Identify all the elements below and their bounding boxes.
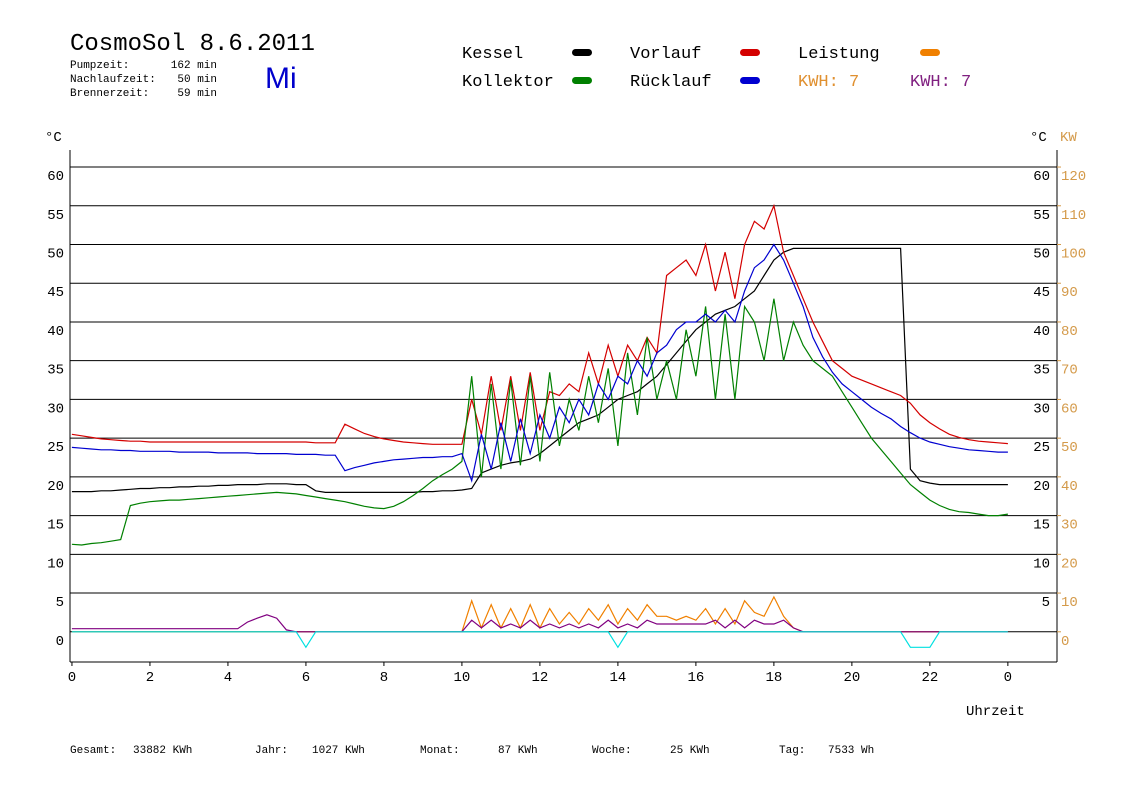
chart-title: CosmoSol 8.6.2011 [70,31,315,58]
y-right-tick-label: 50 [1033,246,1050,262]
y-right-tick-label: 5 [1042,595,1050,611]
y-tick-label: 20 [47,479,64,495]
y-tick-label: 55 [47,208,64,224]
series-line [71,298,1008,546]
stat-value: 162 min [171,60,217,72]
total-value: 7533 Wh [828,745,874,757]
x-tick-label: 6 [302,670,310,686]
x-tick-label: 2 [146,670,154,686]
legend-swatch [740,49,760,56]
y2-tick-label: 60 [1061,401,1078,417]
y2-tick-label: 90 [1061,285,1078,301]
weekday: Mi [265,62,297,95]
x-tick-label: 22 [921,670,938,686]
legend-label: Kessel [462,45,523,64]
stat-value: 50 min [177,74,217,86]
y-right-tick-label: 20 [1033,479,1050,495]
x-tick-label: 0 [68,670,76,686]
total-label: Tag: [779,745,805,757]
legend-swatch [740,77,760,84]
total-label: Monat: [420,745,460,757]
y-tick-label: 0 [56,634,64,650]
stat-value: 59 min [177,88,217,100]
y2-tick-label: 40 [1061,479,1078,495]
y-right-tick-label: 45 [1033,285,1050,301]
kwh-label: KWH: 7 [910,73,971,92]
total-value: 33882 KWh [133,745,192,757]
y2-axis-label: KW [1060,130,1077,146]
stat-label: Brennerzeit: [70,88,149,100]
total-value: 25 KWh [670,745,710,757]
y2-tick-label: 10 [1061,595,1078,611]
y-right-tick-label: 30 [1033,401,1050,417]
x-tick-label: 10 [454,670,471,686]
y2-tick-label: 0 [1061,634,1069,650]
x-tick-label: 18 [765,670,782,686]
y-right-tick-label: 35 [1033,363,1050,379]
legend-swatch [572,77,592,84]
x-tick-label: 14 [609,670,626,686]
y2-tick-label: 120 [1061,169,1086,185]
y-axis-label: °C [45,130,62,146]
series-line [71,631,1008,649]
y-right-tick-label: 25 [1033,440,1050,456]
y-tick-label: 30 [47,401,64,417]
legend-swatch [572,49,592,56]
series-line [71,247,1008,493]
y2-tick-label: 30 [1061,518,1078,534]
y-right-tick-label: 60 [1033,169,1050,185]
legend-label: Kollektor [462,73,554,92]
legend-label: Leistung [798,45,880,64]
y-tick-label: 5 [56,595,64,611]
x-tick-label: 20 [843,670,860,686]
y-right-tick-label: 15 [1033,518,1050,534]
y2-tick-label: 50 [1061,440,1078,456]
y-tick-label: 50 [47,246,64,262]
total-label: Jahr: [255,745,288,757]
y-tick-label: 15 [47,518,64,534]
y-right-tick-label: 55 [1033,208,1050,224]
legend-label: Rücklauf [630,73,712,92]
y-tick-label: 40 [47,324,64,340]
y-tick-label: 45 [47,285,64,301]
legend-label: Vorlauf [630,45,701,64]
series-line [71,203,1008,445]
x-tick-label: 0 [1004,670,1012,686]
x-tick-label: 8 [380,670,388,686]
x-tick-label: 12 [532,670,549,686]
total-label: Woche: [592,745,632,757]
y2-tick-label: 100 [1061,246,1086,262]
y-right-tick-label: 40 [1033,324,1050,340]
y2-tick-label: 70 [1061,363,1078,379]
y2-tick-label: 20 [1061,556,1078,572]
stat-label: Pumpzeit: [70,60,129,72]
x-tick-label: 4 [224,670,232,686]
series-line [71,243,1008,483]
y-tick-label: 60 [47,169,64,185]
legend-swatch [920,49,940,56]
y-tick-label: 35 [47,363,64,379]
stat-label: Nachlaufzeit: [70,74,156,86]
y2-tick-label: 80 [1061,324,1078,340]
x-axis-label: Uhrzeit [966,704,1025,720]
y2-tick-label: 110 [1061,208,1086,224]
total-label: Gesamt: [70,745,116,757]
y-right-tick-label: 10 [1033,556,1050,572]
y-tick-label: 25 [47,440,64,456]
x-tick-label: 16 [687,670,704,686]
total-value: 87 KWh [498,745,538,757]
y2-axis-label-celsius: °C [1030,130,1047,146]
kwh-label: KWH: 7 [798,73,859,92]
total-value: 1027 KWh [312,745,365,757]
y-tick-label: 10 [47,556,64,572]
